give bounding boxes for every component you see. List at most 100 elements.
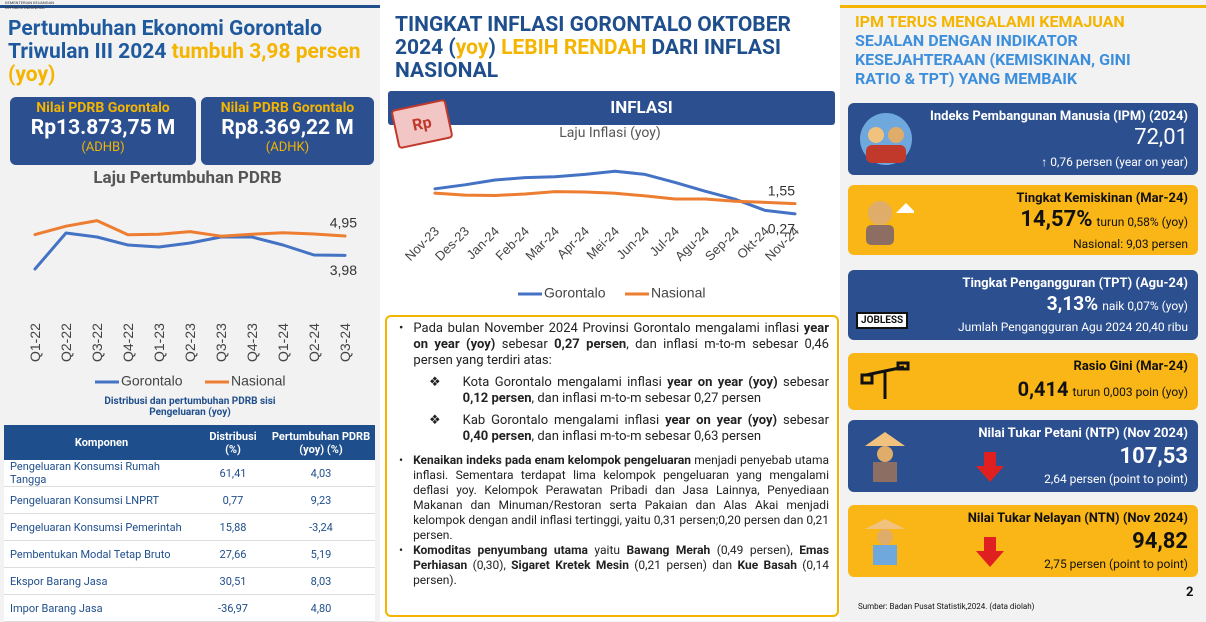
bullet: • Pada bulan November 2024 Provinsi Goron… [399, 321, 829, 368]
card-label: Nilai PDRB Gorontalo [220, 100, 355, 116]
row: Pembentukan Modal Tetap Bruto 27,66 5,19 [4, 540, 375, 568]
pdrb-card: Nilai PDRB Gorontalo Rp8.369,22 M (ADHK) [201, 97, 374, 165]
text-run: Komoditas penyumbang utama [413, 543, 588, 557]
text-run: Pada bulan November 2024 Provinsi Goront… [413, 321, 804, 336]
farmer-icon [865, 432, 905, 482]
text-run: ) [488, 36, 502, 60]
x-tick-label: Q1-22 [27, 323, 43, 362]
paragraph: Kenaikan indeks pada enam kelompok penge… [413, 453, 829, 543]
table-title: Distribusi dan pertumbuhan PDRB sisi Pen… [104, 396, 276, 418]
gini-icon [860, 361, 910, 399]
card-note: (ADHB) [81, 140, 125, 155]
cell: 4,80 [267, 594, 375, 622]
x-tick-label: Q3-24 [337, 323, 353, 362]
card-value: Rp13.873,75 M [30, 116, 176, 140]
text-run: yaitu [587, 543, 627, 557]
cell: 61,41 [199, 460, 267, 487]
card-label: Nilai PDRB Gorontalo [36, 100, 170, 116]
table: Komponen Distribusi (%) Pertumbuhan PDRB (… [4, 425, 375, 622]
cell: 8,03 [267, 567, 375, 595]
card-change: turun 0,003 poin (yoy) [1072, 385, 1188, 399]
text-run: sebesar [495, 337, 555, 352]
cell: 0,77 [199, 486, 267, 514]
page-number: 2 [1186, 585, 1194, 600]
data-label: 3,98 [330, 262, 357, 278]
middle-title: TINGKAT INFLASI GORONTALO OKTOBER 2024 (… [395, 14, 835, 83]
text-run: Kue Basah [737, 558, 797, 572]
card-value-row: 3,13% naik 0,07% (yoy) [1047, 292, 1188, 315]
legend-label: Nasional [231, 373, 285, 389]
x-tick-label: Q1-24 [275, 323, 291, 362]
text-run: sebesar [777, 413, 829, 428]
paragraph: Kota Gorontalo mengalami inflasi year on… [463, 375, 829, 407]
text-run: , dan inflasi m-to-m sebesar 0,27 persen [531, 391, 762, 406]
cell: Pengeluaran Konsumsi Pemerintah [4, 513, 199, 541]
paragraph: Kab Gorontalo mengalami inflasi year on … [463, 413, 829, 445]
card-value: 0,414 [1017, 377, 1069, 401]
title-text: SEJALAN DENGAN INDIKATOR KESEJAHTERAAN (… [855, 31, 1131, 88]
card-value-row: 0,414 turun 0,003 poin (yoy) [1018, 377, 1188, 401]
down-arrow [976, 537, 1004, 567]
inflation-title: INFLASI [610, 98, 673, 118]
text-run: sebesar [777, 375, 829, 390]
header-cell: Distribusi (%) [199, 425, 267, 460]
indicator-card: Tingkat Kemiskinan (Mar-24) 14,57% turun… [848, 185, 1198, 255]
sub-bullet: ❖ Kota Gorontalo mengalami inflasi year o… [429, 375, 829, 407]
chart-subtitle: Laju Inflasi (yoy) [559, 125, 661, 141]
indicator-card: JOBLESS Tingkat Pengangguran (TPT) (Agu-… [848, 270, 1198, 340]
card-change: naik 0,07% (yoy) [1102, 299, 1188, 313]
pdrb-card: Nilai PDRB Gorontalo Rp13.873,75 M (ADHB… [10, 97, 196, 165]
card-value: 72,01 [1134, 125, 1188, 150]
indicator-card: Rasio Gini (Mar-24) 0,414 turun 0,003 po… [848, 353, 1198, 410]
x-tick-label: Q3-23 [213, 323, 229, 362]
text-run: Emas Perhiasan [413, 543, 830, 572]
text-run: , dan inflasi m-to-m sebesar 0,63 persen [531, 429, 762, 444]
cell: -36,97 [199, 594, 267, 622]
header-cell: Komponen [4, 425, 199, 460]
text-run: 0,12 persen [462, 391, 532, 406]
cell: Impor Barang Jasa [4, 594, 199, 622]
x-tick-label: Q2-23 [182, 323, 198, 362]
indicator-card: Nilai Tukar Nelayan (NTN) (Nov 2024) 94,… [848, 505, 1198, 577]
bullet: • Kenaikan indeks pada enam kelompok peng… [399, 453, 829, 543]
inflation-bar: INFLASI [388, 91, 835, 125]
top-bar [0, 5, 700, 8]
text-run: 0,40 persen [462, 429, 532, 444]
card-note: Nasional: 9,03 persen [1073, 237, 1188, 251]
card-value: Rp8.369,22 M [221, 116, 354, 140]
row: Impor Barang Jasa -36,97 4,80 [4, 594, 375, 622]
card-title: Indeks Pembangunan Manusia (IPM) (2024) [930, 109, 1188, 124]
card-note: 2,64 persen (point to point) [1044, 472, 1188, 486]
ministry: KEMENTERIAN KEUANGAN REPUBLIK INDONESIA [5, 0, 55, 10]
card-note: (ADHK) [265, 140, 310, 155]
x-tick-label: Q4-23 [244, 323, 260, 362]
text-run: menjadi penyebab utama inflasi. Sementar… [413, 453, 829, 542]
sub-bullet: ❖ Kab Gorontalo mengalami inflasi year on… [429, 413, 829, 445]
cell: 27,66 [199, 540, 267, 568]
line [33, 219, 347, 238]
title-highlight: IPM TERUS MENGALAMI KEMAJUAN [855, 12, 1125, 31]
card-title: Nilai Tukar Petani (NTP) (Nov 2024) [978, 426, 1188, 441]
people-icon [860, 113, 912, 165]
cell: Ekspor Barang Jasa [4, 567, 199, 595]
card-note: ↑ 0,76 persen (year on year) [1041, 155, 1188, 169]
indicator-card: Indeks Pembangunan Manusia (IPM) (2024) … [848, 103, 1198, 175]
x-tick-label: Q4-22 [120, 323, 136, 362]
x-tick-label: Q2-24 [306, 323, 322, 362]
top-bar-accent [700, 5, 1206, 8]
jobless-icon: JOBLESS [856, 312, 909, 329]
cell: Pengeluaran Konsumsi Rumah Tangga [4, 460, 199, 487]
text-run: Kenaikan indeks pada enam kelompok penge… [413, 453, 691, 467]
left-title: Pertumbuhan Ekonomi Gorontalo Triwulan I… [8, 18, 368, 87]
text-run: (0,21 persen) dan [628, 558, 738, 572]
chart-title: Laju Pertumbuhan PDRB [93, 168, 282, 188]
down-arrow [976, 452, 1004, 482]
cell: 4,03 [267, 460, 375, 487]
card-change: turun 0,58% (yoy) [1096, 215, 1189, 229]
header-cell: Pertumbuhan PDRB (yoy) (%) [267, 425, 375, 460]
text-run: , dan inflasi m-to-m sebesar 0,46 persen… [413, 337, 829, 368]
text-run: tumbuh 3,98 persen (yoy) [8, 40, 361, 87]
source: Sumber: Badan Pusat Statistik,2024. (dat… [858, 602, 1035, 611]
row: Pengeluaran Konsumsi Pemerintah 15,88 -3,2… [4, 513, 375, 541]
